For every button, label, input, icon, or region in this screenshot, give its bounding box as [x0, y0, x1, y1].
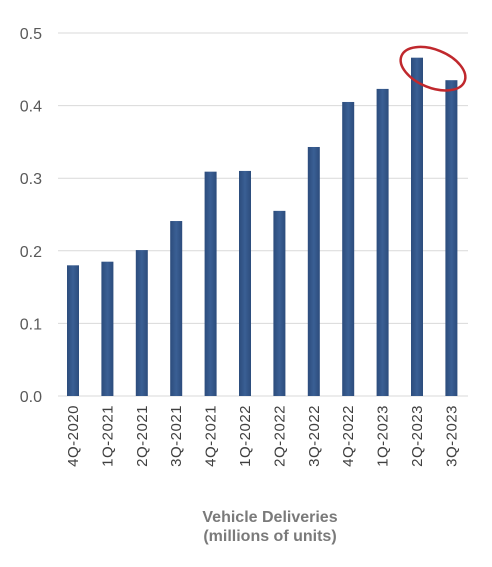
bar-4Q-2020: [67, 265, 79, 396]
bar-3Q-2022: [307, 146, 320, 396]
x-tick-label: 4Q-2022: [340, 405, 357, 467]
bar-3Q-2023: [445, 80, 458, 396]
bar-2Q-2022: [273, 210, 286, 396]
y-tick-label: 0.1: [20, 316, 42, 333]
x-tick-label: 2Q-2023: [409, 405, 426, 467]
y-tick-label: 0.4: [20, 99, 42, 116]
highlight-ellipse: [399, 45, 467, 92]
y-tick-label: 0.3: [20, 171, 42, 188]
y-axis-tick-labels: 0.0 0.1 0.2 0.3 0.4 0.5: [20, 26, 42, 406]
gridlines: [58, 32, 468, 397]
bar-2Q-2021: [135, 250, 148, 396]
x-axis-title-line1: Vehicle Deliveries: [202, 509, 338, 526]
bar-2Q-2023: [411, 57, 423, 397]
x-tick-label: 3Q-2023: [443, 405, 460, 467]
bar-1Q-2023: [376, 88, 389, 396]
bar-4Q-2022: [342, 101, 355, 396]
x-axis-category-labels: 4Q-2020 1Q-2021 2Q-2021 3Q-2021 4Q-2021 1Q-20…: [65, 405, 460, 467]
annotations: [399, 45, 467, 92]
y-tick-label: 0.5: [20, 26, 42, 43]
bar-1Q-2022: [239, 170, 251, 396]
x-tick-label: 1Q-2021: [99, 405, 116, 467]
x-tick-label: 2Q-2022: [271, 405, 288, 467]
x-tick-label: 4Q-2020: [65, 405, 82, 467]
x-tick-label: 4Q-2021: [203, 405, 220, 467]
bars: [67, 57, 458, 397]
bar-4Q-2021: [204, 171, 217, 396]
y-tick-label: 0.2: [20, 244, 42, 261]
x-tick-label: 1Q-2023: [375, 405, 392, 467]
bar-1Q-2021: [101, 261, 114, 396]
x-tick-label: 3Q-2022: [306, 405, 323, 467]
x-tick-label: 2Q-2021: [134, 405, 151, 467]
x-axis-title-line2: (millions of units): [203, 528, 337, 545]
x-axis-title: Vehicle Deliveries (millions of units): [120, 508, 420, 546]
bar-3Q-2021: [170, 221, 183, 396]
y-tick-label: 0.0: [20, 389, 42, 406]
x-tick-label: 1Q-2022: [237, 405, 254, 467]
x-tick-label: 3Q-2021: [168, 405, 185, 467]
